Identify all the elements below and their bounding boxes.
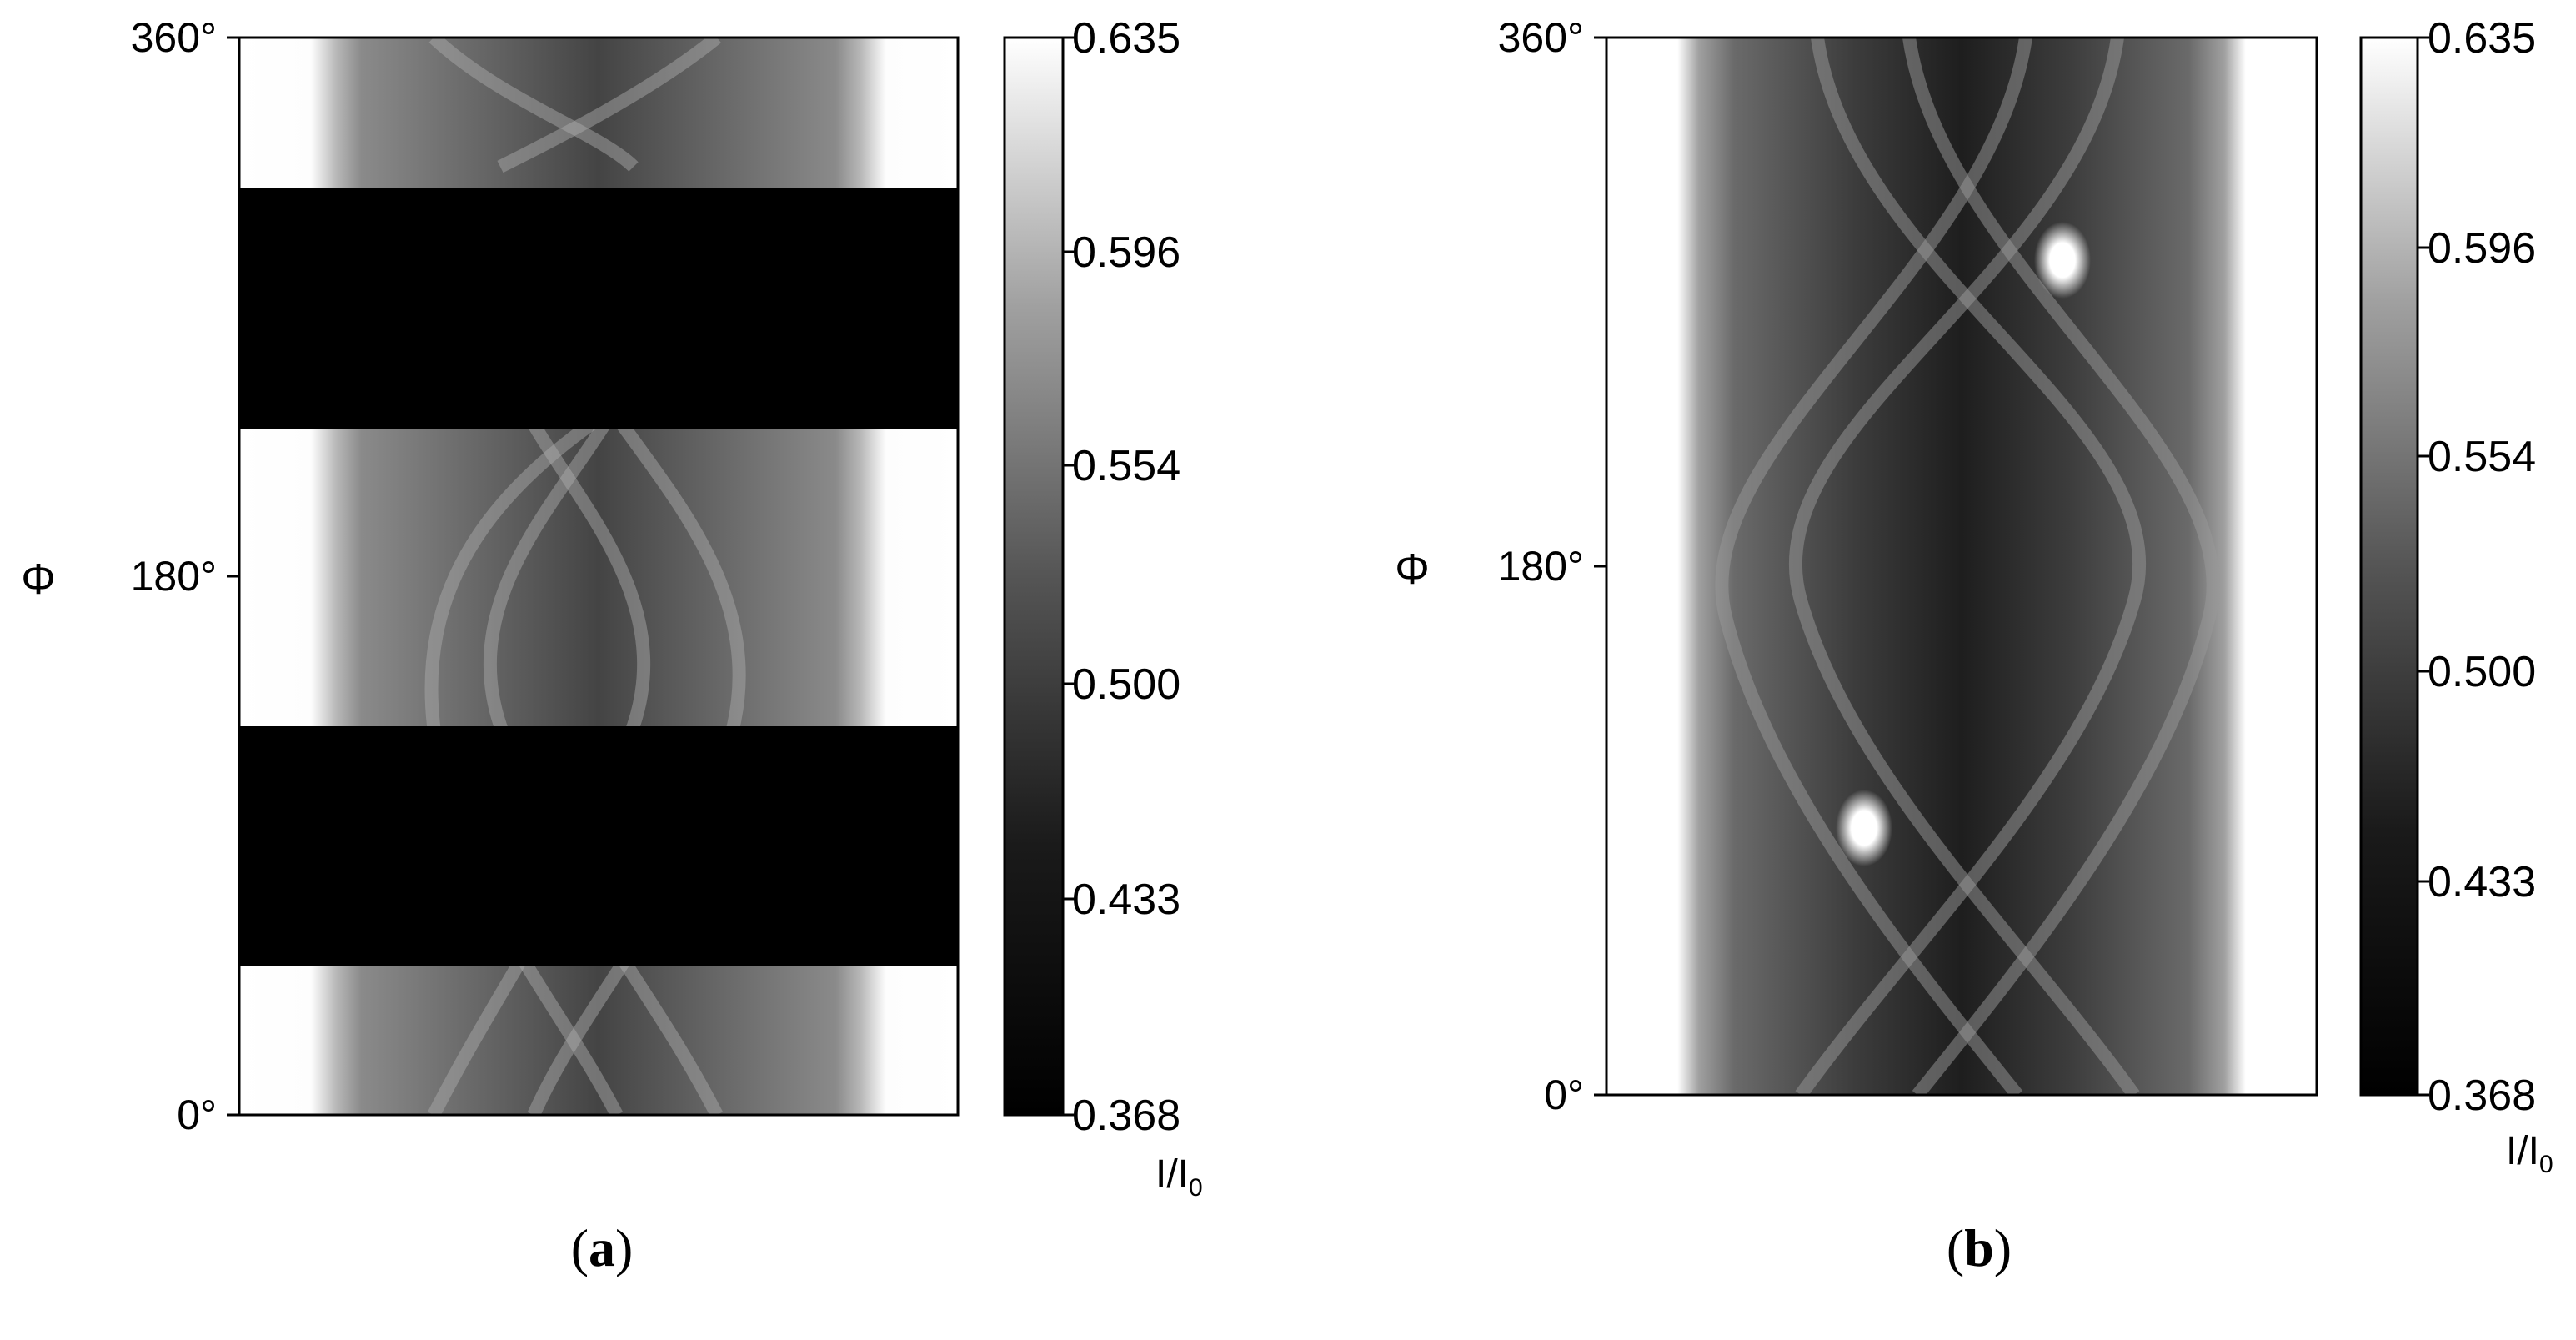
- panel-b-bright-spot-lower: [1836, 790, 1892, 866]
- panel-a-cb-tick-0.368: 0.368: [1072, 1092, 1180, 1140]
- panel-a-dark-bands: [239, 188, 958, 966]
- panel-b-cb-tick-0.500: 0.500: [2428, 648, 2536, 696]
- panel-a-cb-tick-0.596: 0.596: [1072, 228, 1180, 277]
- panel-a-colorbar-gradient: [1003, 36, 1065, 1117]
- panel-b-heatmap: [1606, 38, 2317, 1095]
- panel-a-colorbar-ticks: [1063, 36, 1075, 1117]
- panel-a-y-tick-360: 360°: [131, 14, 217, 61]
- panel-b-y-tick-360: 360°: [1498, 14, 1584, 61]
- panel-a-cb-tick-0.635: 0.635: [1072, 14, 1180, 63]
- panel-b-colorbar-gradient: [2359, 36, 2419, 1097]
- panel-a-heatmap: [239, 38, 958, 1115]
- panel-b-y-axis: [1594, 36, 1606, 1097]
- panel-a-cb-tick-0.500: 0.500: [1072, 660, 1180, 709]
- panel-b-y-tick-0: 0°: [1544, 1071, 1584, 1118]
- panel-a-dark-band-lower: [239, 726, 958, 966]
- panel-a-cb-tick-0.554: 0.554: [1072, 442, 1180, 490]
- panel-b-colorbar-ticks: [2418, 36, 2429, 1097]
- panel-b-sinogram-traces: [1715, 38, 2220, 1095]
- panel-a-caption: (a): [571, 1218, 634, 1277]
- panel-b-cb-tick-0.635: 0.635: [2428, 14, 2536, 63]
- panel-b-colorbar: 0.635 0.596 0.554 0.500 0.433 0.368 I/I0: [2359, 14, 2553, 1178]
- panel-b-y-tick-180: 180°: [1498, 543, 1584, 590]
- panel-b-cb-tick-0.554: 0.554: [2428, 433, 2536, 481]
- panel-b-bright-spot-upper: [2034, 222, 2091, 299]
- panel-b-colorbar-unit: I/I0: [2506, 1129, 2553, 1178]
- panel-a-colorbar: 0.635 0.596 0.554 0.500 0.433 0.368 I/I0: [1003, 14, 1203, 1202]
- panel-b-cb-tick-0.368: 0.368: [2428, 1071, 2536, 1120]
- panel-a-y-label: Φ: [21, 555, 56, 604]
- panel-a-colorbar-unit: I/I0: [1155, 1152, 1203, 1202]
- panel-b-cb-tick-0.596: 0.596: [2428, 224, 2536, 273]
- panel-b-cb-tick-0.433: 0.433: [2428, 858, 2536, 906]
- panel-a-y-tick-0: 0°: [177, 1092, 217, 1138]
- panel-b: 360° 180° 0° Φ 0.635 0.596 0.554 0.500 0…: [1395, 14, 2553, 1277]
- panel-a-sinogram-traces: [424, 38, 746, 1115]
- panel-a-y-tick-180: 180°: [131, 553, 217, 600]
- panel-b-caption: (b): [1947, 1218, 2012, 1277]
- panel-a-dark-band-upper: [239, 188, 958, 429]
- panel-a-cb-tick-0.433: 0.433: [1072, 876, 1180, 924]
- panel-b-y-label: Φ: [1395, 545, 1430, 594]
- panel-a-y-axis: [227, 36, 239, 1117]
- panel-a: 360° 180° 0° Φ 0.635 0.596 0.554 0.500 0…: [21, 14, 1202, 1277]
